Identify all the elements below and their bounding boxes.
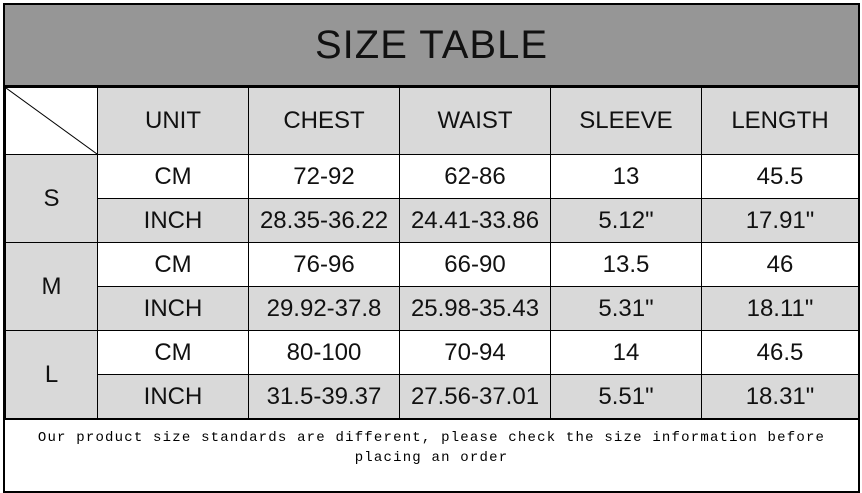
size-label: S <box>5 154 98 243</box>
value-cell: 29.92-37.8 <box>248 286 400 331</box>
value-cell: 28.35-36.22 <box>248 198 400 243</box>
diagonal-corner-cell <box>5 87 98 155</box>
table-row-m-inch: INCH 29.92-37.8 25.98-35.43 5.31" 18.11" <box>6 286 859 331</box>
unit-cell: INCH <box>97 286 249 331</box>
value-cell: 80-100 <box>248 330 400 375</box>
header-length: LENGTH <box>701 87 859 155</box>
value-cell: 27.56-37.01 <box>399 374 551 419</box>
table-row-l-cm: L CM 80-100 70-94 14 46.5 <box>5 330 859 419</box>
value-cell: 25.98-35.43 <box>399 286 551 331</box>
size-label: L <box>5 330 98 419</box>
value-cell: 5.31" <box>550 286 702 331</box>
value-cell: 31.5-39.37 <box>248 374 400 419</box>
table-row-s-inch: INCH 28.35-36.22 24.41-33.86 5.12" 17.91" <box>6 198 859 243</box>
value-cell: 14 <box>550 330 702 375</box>
header-row: UNIT CHEST WAIST SLEEVE LENGTH <box>5 87 859 155</box>
header-chest: CHEST <box>248 87 400 155</box>
value-cell: 76-96 <box>248 242 400 287</box>
value-cell: 62-86 <box>399 154 551 199</box>
table-row-m-cm: M CM 76-96 66-90 13.5 46 <box>5 242 859 331</box>
value-cell: 70-94 <box>399 330 551 375</box>
size-table-sheet: SIZE TABLE UNIT CHEST WAIST SLEEVE LENGT… <box>3 3 860 493</box>
value-cell: 13.5 <box>550 242 702 287</box>
value-cell: 13 <box>550 154 702 199</box>
value-cell: 46 <box>701 242 859 287</box>
header-sleeve: SLEEVE <box>550 87 702 155</box>
unit-cell: CM <box>97 330 249 375</box>
value-cell: 46.5 <box>701 330 859 375</box>
table-title: SIZE TABLE <box>5 5 858 87</box>
value-cell: 45.5 <box>701 154 859 199</box>
unit-cell: INCH <box>97 374 249 419</box>
size-label: M <box>5 242 98 331</box>
value-cell: 5.51" <box>550 374 702 419</box>
unit-cell: CM <box>97 242 249 287</box>
unit-cell: CM <box>97 154 249 199</box>
value-cell: 5.12" <box>550 198 702 243</box>
table-row-s-cm: S CM 72-92 62-86 13 45.5 <box>5 154 859 243</box>
value-cell: 66-90 <box>399 242 551 287</box>
value-cell: 18.11" <box>701 286 859 331</box>
size-table: UNIT CHEST WAIST SLEEVE LENGTH S CM 72-92 6… <box>5 87 859 419</box>
header-waist: WAIST <box>399 87 551 155</box>
table-row-l-inch: INCH 31.5-39.37 27.56-37.01 5.51" 18.31" <box>6 374 859 419</box>
value-cell: 18.31" <box>701 374 859 419</box>
value-cell: 72-92 <box>248 154 400 199</box>
unit-cell: INCH <box>97 198 249 243</box>
header-unit: UNIT <box>97 87 249 155</box>
value-cell: 17.91" <box>701 198 859 243</box>
value-cell: 24.41-33.86 <box>399 198 551 243</box>
footer-note: Our product size standards are different… <box>5 419 858 491</box>
